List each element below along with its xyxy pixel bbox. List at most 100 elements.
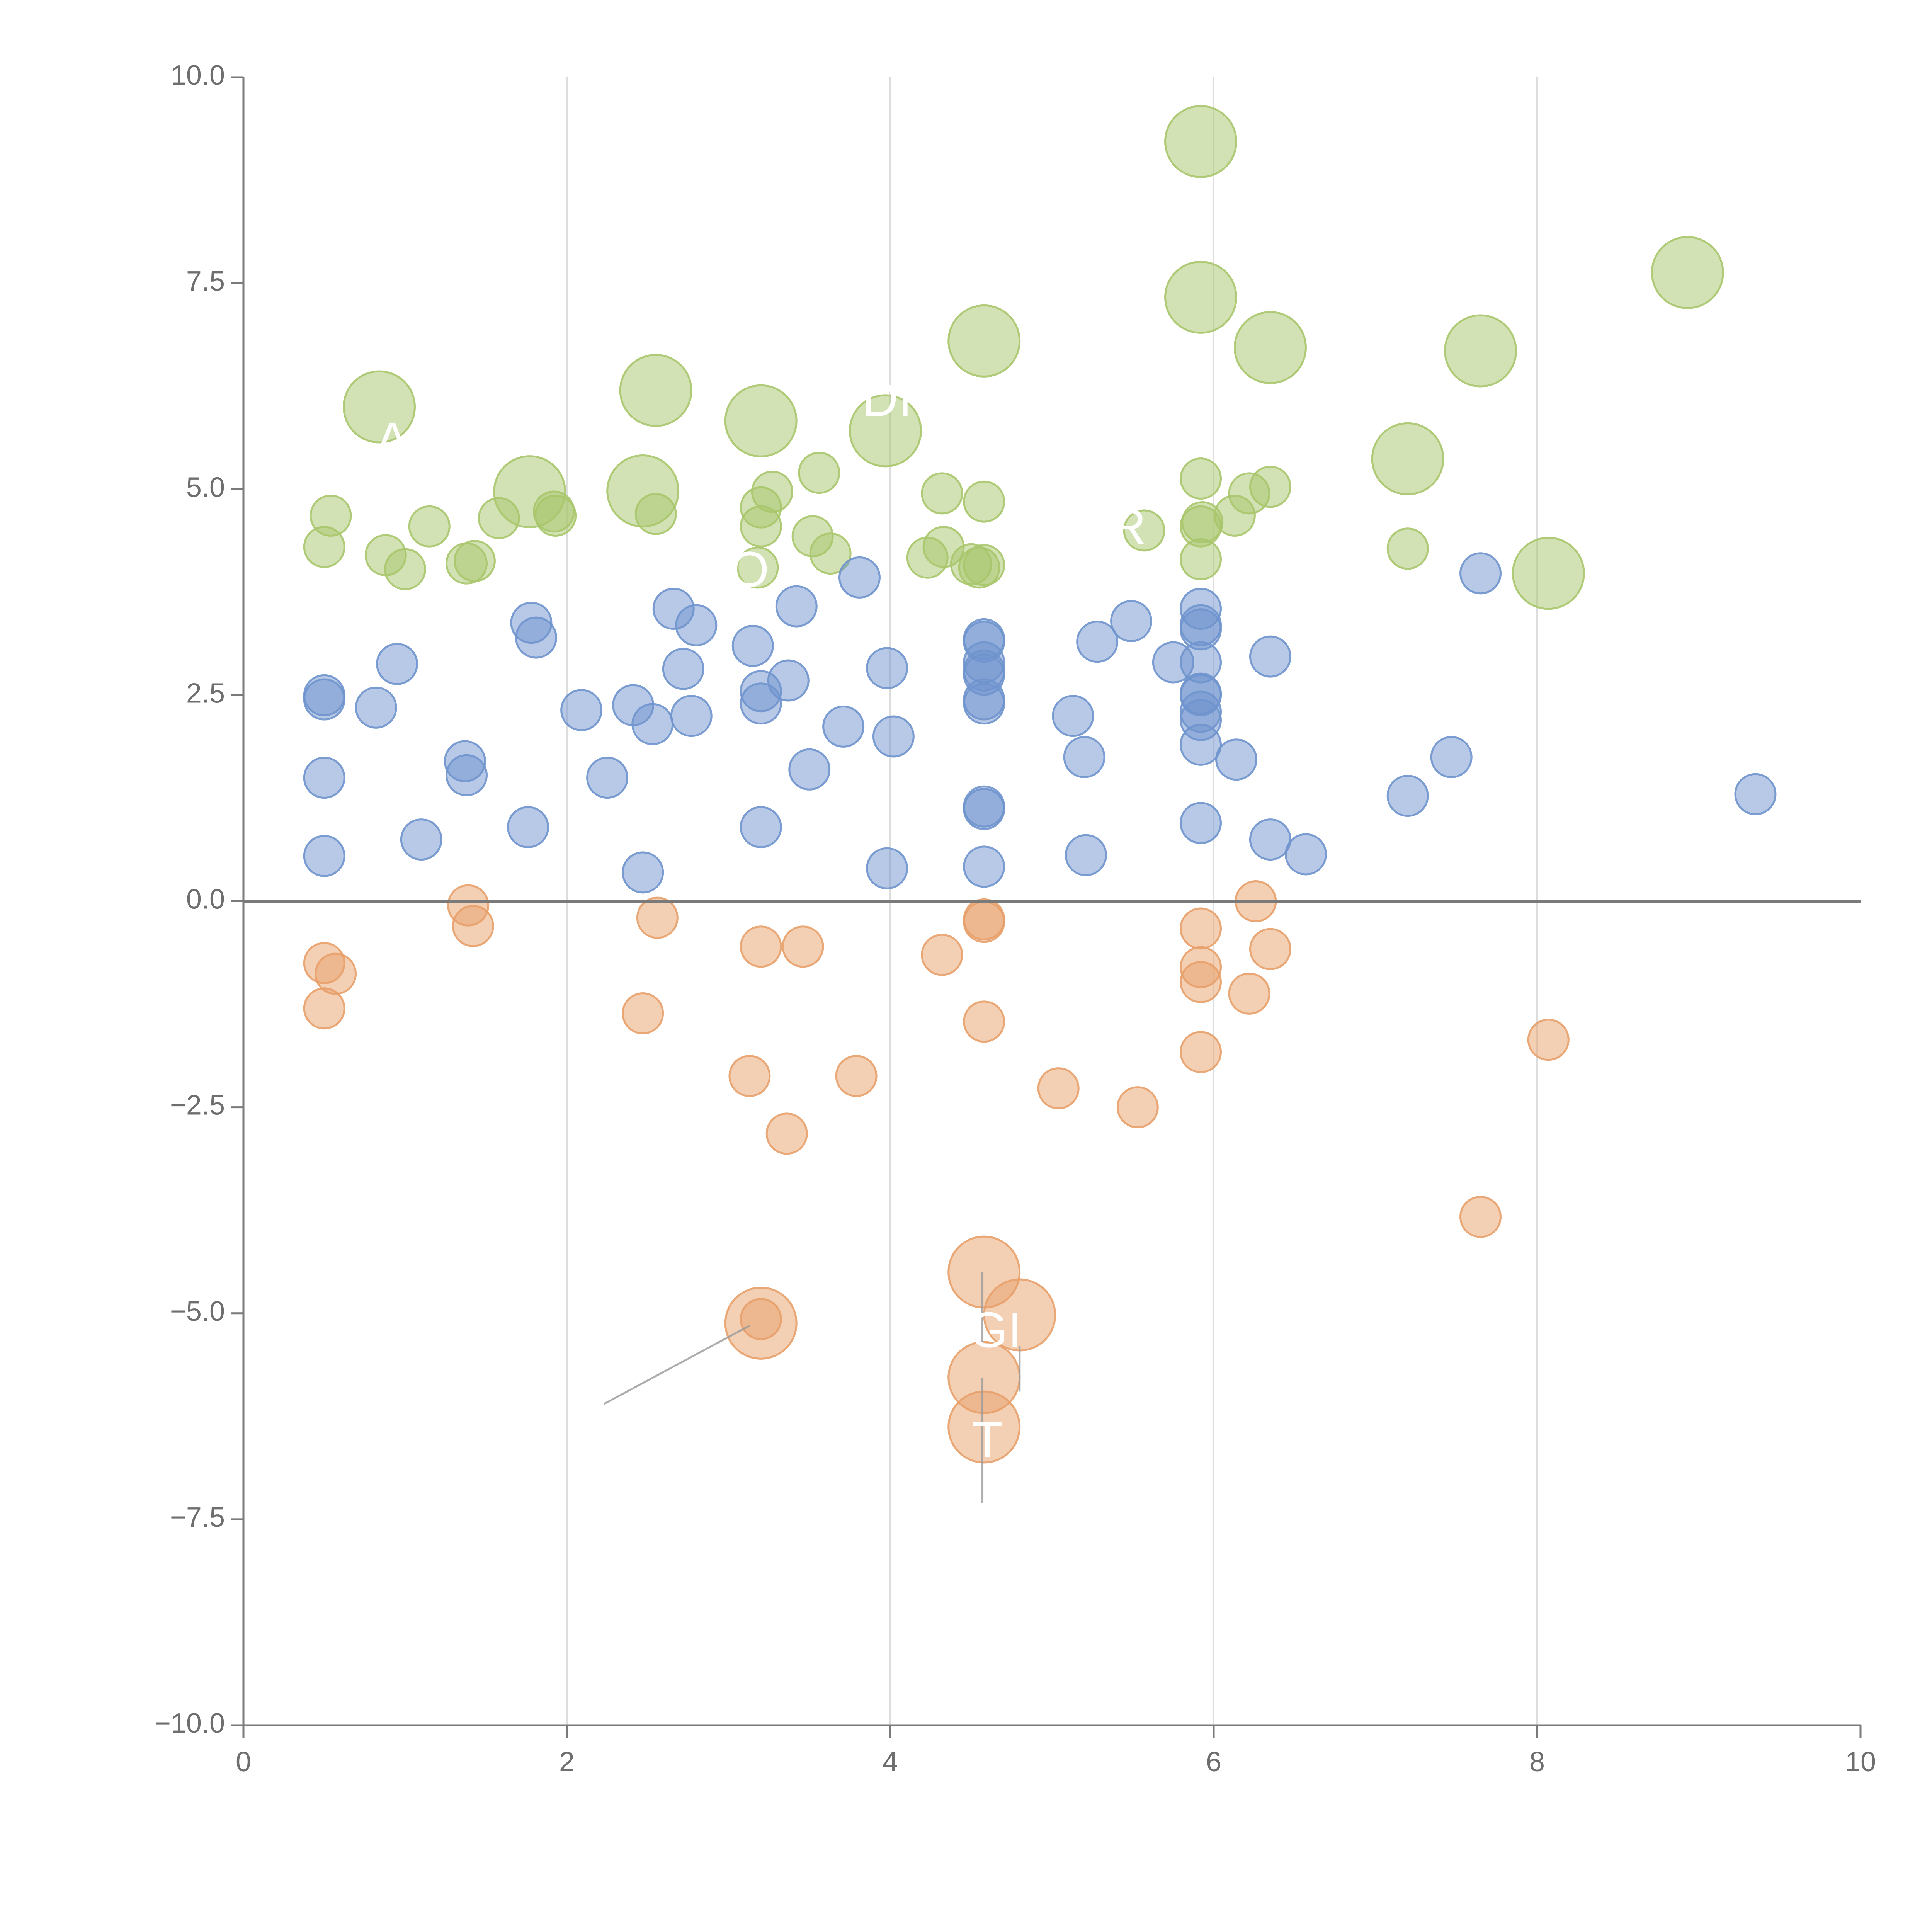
blue-point — [1249, 818, 1291, 861]
blue-point — [560, 689, 603, 731]
blue-point — [507, 806, 549, 849]
blue-point — [1180, 723, 1222, 766]
label-connectors — [604, 1272, 1021, 1503]
orange-point — [1180, 961, 1222, 1003]
point-labels: A DI R O GI T — [376, 371, 1146, 1468]
orange-point — [947, 1390, 1021, 1464]
green-point — [493, 455, 566, 529]
y-tick-label: 5.0 — [186, 472, 225, 503]
orange-point — [1459, 1196, 1502, 1238]
blue-point — [1110, 600, 1153, 642]
point-label: GI — [969, 1301, 1022, 1358]
orange-point — [724, 1286, 798, 1360]
blue-point — [400, 818, 442, 861]
blue-point — [963, 682, 1005, 725]
blue-point — [866, 647, 908, 689]
orange-point — [963, 1000, 1005, 1043]
connector-line — [604, 1325, 750, 1405]
green-point — [751, 471, 793, 513]
blue-point — [963, 788, 1005, 830]
orange-point — [1527, 1019, 1570, 1061]
blue-point — [767, 659, 810, 702]
green-point — [947, 304, 1021, 378]
green-point — [963, 480, 1005, 523]
blue-point — [788, 748, 831, 791]
green-point — [809, 532, 852, 575]
green-point — [1123, 509, 1165, 552]
blue-point — [1459, 552, 1502, 595]
blue-point — [1285, 833, 1327, 876]
blue-point — [376, 643, 418, 685]
green-point — [1444, 314, 1517, 388]
blue-point — [662, 648, 704, 690]
point-label: R — [1110, 498, 1146, 554]
green-point — [921, 472, 963, 515]
blue-point — [822, 705, 865, 748]
blue-point — [1076, 621, 1119, 663]
blue-point — [731, 624, 774, 667]
blue-point — [838, 556, 881, 599]
green-point — [1180, 457, 1222, 500]
green-point — [736, 546, 779, 589]
blue-point — [675, 604, 718, 646]
blue-point — [740, 806, 782, 849]
data-points — [303, 105, 1777, 1464]
green-point — [1371, 422, 1444, 495]
green-point — [849, 394, 922, 468]
blue-point — [1386, 775, 1429, 817]
y-tick-label: −2.5 — [170, 1090, 225, 1121]
blue-point — [963, 845, 1005, 888]
orange-point — [728, 1055, 771, 1097]
blue-point — [1180, 802, 1222, 844]
orange-point — [1228, 972, 1270, 1015]
point-label: A — [376, 412, 409, 468]
blue-point — [1430, 736, 1473, 778]
green-point — [1651, 236, 1724, 309]
green-point — [1386, 527, 1429, 570]
blue-point — [303, 835, 345, 877]
orange-point — [963, 901, 1005, 943]
blue-point — [355, 686, 397, 729]
orange-point — [636, 896, 679, 939]
x-tick-label: 6 — [1206, 1747, 1221, 1777]
blue-point — [446, 754, 488, 796]
x-tick-label: 8 — [1529, 1747, 1545, 1777]
y-tick-label: −5.0 — [170, 1296, 225, 1327]
green-point — [343, 370, 416, 444]
y-tick-label: −7.5 — [170, 1502, 225, 1533]
blue-point — [622, 851, 664, 894]
blue-point — [872, 715, 915, 758]
point-label: DI — [862, 371, 912, 427]
y-tick-label: 10.0 — [171, 60, 225, 91]
blue-point — [586, 757, 629, 799]
point-label: T — [972, 1411, 1002, 1468]
y-tick-label: −10.0 — [155, 1708, 225, 1739]
blue-point — [1065, 834, 1107, 876]
blue-point — [670, 695, 713, 737]
blue-point — [1215, 738, 1258, 781]
x-tick-label: 0 — [236, 1747, 251, 1777]
orange-point — [452, 905, 494, 947]
y-tick-label: 0.0 — [186, 884, 225, 915]
green-point — [1249, 466, 1291, 508]
orange-point — [315, 952, 357, 995]
blue-point — [1052, 695, 1094, 737]
blue-point — [866, 847, 908, 889]
point-label: O — [730, 541, 769, 597]
green-point — [619, 354, 692, 427]
orange-point — [1249, 928, 1291, 970]
orange-point — [740, 925, 782, 968]
blue-point — [740, 682, 782, 725]
orange-point — [1180, 907, 1222, 950]
green-point — [408, 505, 451, 548]
green-point — [310, 494, 352, 537]
green-point — [453, 540, 496, 582]
orange-point — [835, 1055, 878, 1097]
orange-point — [1116, 1086, 1159, 1129]
blue-point — [303, 757, 345, 799]
blue-point — [1249, 635, 1291, 678]
orange-point — [782, 925, 824, 968]
x-tick-label: 10 — [1845, 1747, 1876, 1777]
blue-point — [631, 703, 674, 745]
